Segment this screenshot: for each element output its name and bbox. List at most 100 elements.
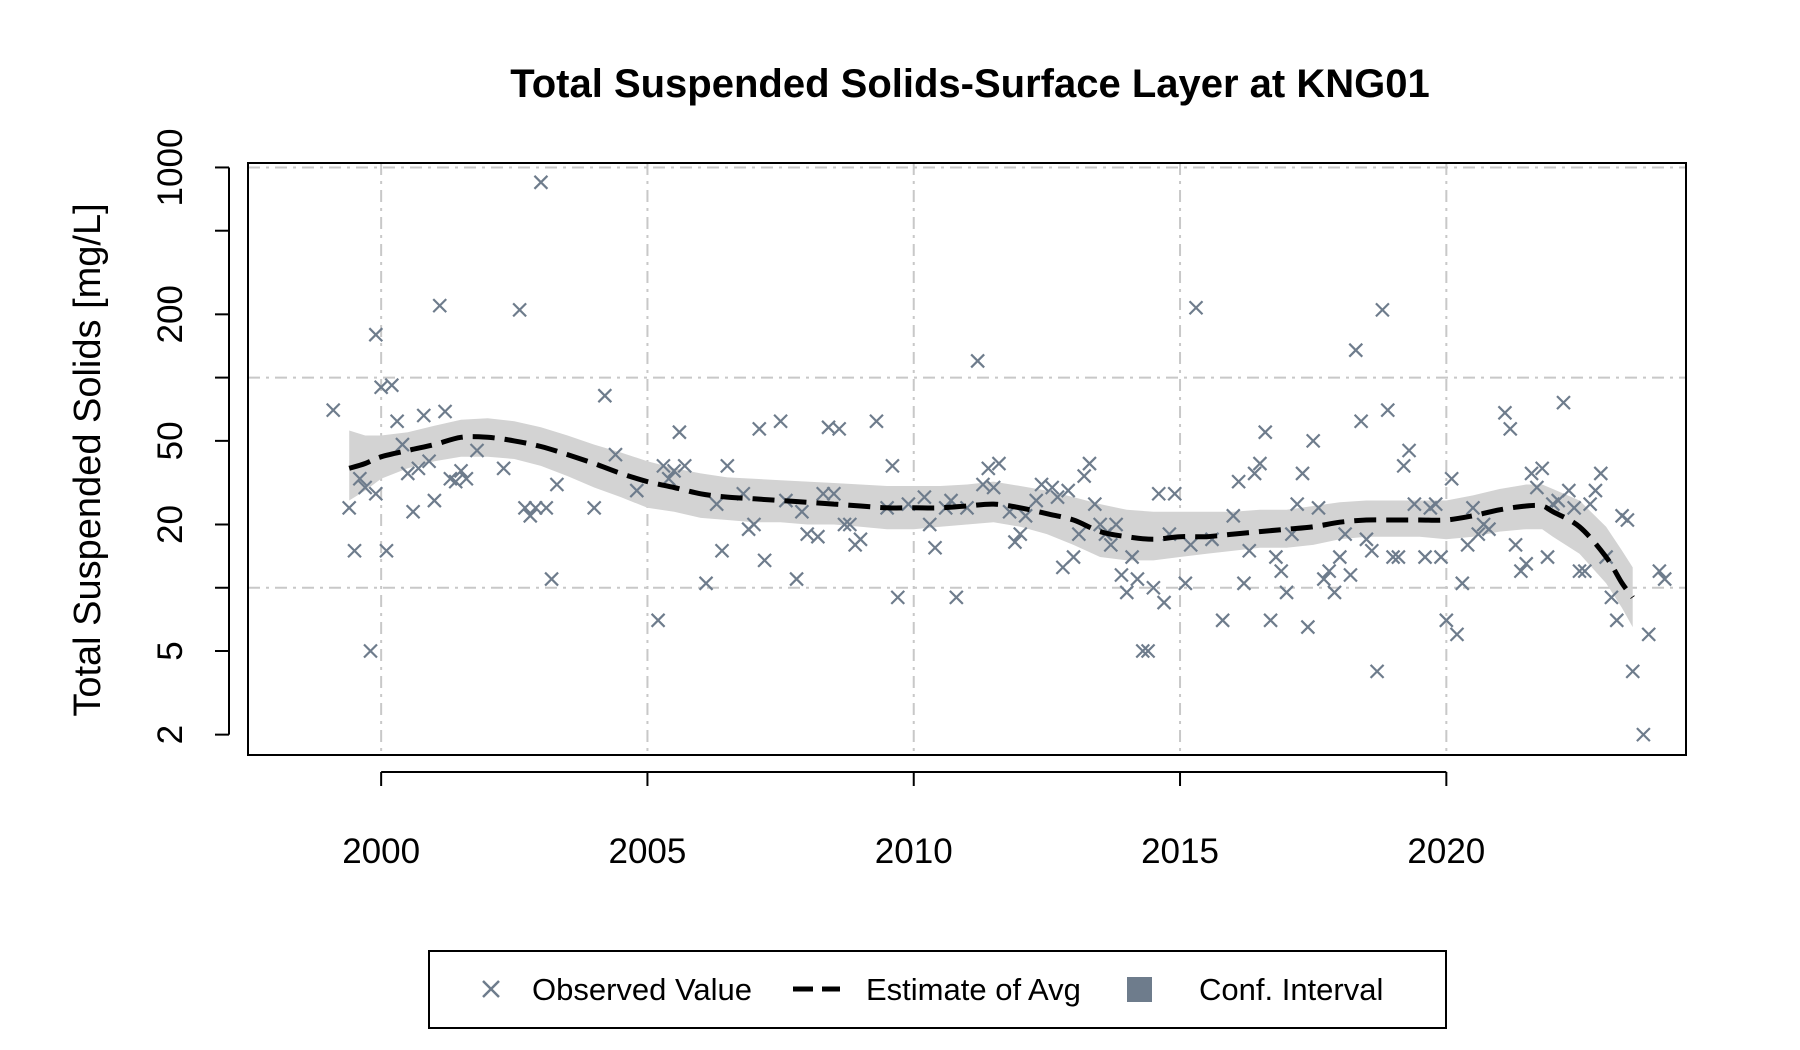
- observed-point: [1273, 563, 1289, 579]
- observed-point: [1252, 456, 1268, 471]
- observed-point: [831, 421, 847, 437]
- observed-point: [522, 508, 538, 524]
- observed-point: [799, 526, 815, 542]
- observed-point: [1300, 619, 1316, 635]
- observed-point-stroke: [1604, 590, 1619, 605]
- observed-point-stroke: [1327, 585, 1342, 600]
- observed-point-stroke: [720, 458, 735, 474]
- observed-point-stroke: [1130, 571, 1145, 587]
- observed-point-stroke: [650, 613, 666, 628]
- observed-point: [469, 443, 485, 458]
- observed-point-stroke: [1263, 613, 1278, 628]
- observed-point-stroke: [1497, 405, 1513, 421]
- x-tick-label: 2020: [1407, 832, 1485, 871]
- observed-point: [789, 571, 804, 587]
- observed-point-stroke: [1146, 580, 1161, 596]
- observed-point: [1018, 508, 1033, 524]
- observed-point-stroke: [826, 486, 842, 502]
- observed-point-stroke: [1311, 500, 1326, 516]
- observed-point: [1497, 405, 1513, 421]
- observed-point: [1471, 526, 1486, 542]
- observed-point: [1231, 474, 1246, 489]
- observed-point-stroke: [959, 500, 975, 516]
- observed-point: [416, 408, 432, 423]
- observed-point-stroke: [1140, 643, 1156, 659]
- observed-point: [917, 489, 932, 505]
- plot-frame: [247, 162, 1687, 756]
- observed-point-stroke: [363, 643, 378, 659]
- observed-point-stroke: [1226, 508, 1241, 524]
- observed-point-stroke: [949, 590, 964, 605]
- observed-point: [986, 480, 1001, 495]
- observed-point: [949, 590, 964, 605]
- observed-point: [379, 543, 394, 559]
- observed-point-stroke: [1577, 563, 1593, 579]
- observed-point-stroke: [1321, 563, 1337, 579]
- confidence-band-layer: [349, 418, 1633, 628]
- observed-point: [1337, 526, 1353, 542]
- observed-point-stroke: [1060, 483, 1076, 498]
- observed-point: [959, 500, 975, 516]
- observed-point-stroke: [1380, 402, 1396, 418]
- observed-point-stroke: [1556, 395, 1571, 410]
- observed-point-stroke: [1652, 563, 1667, 579]
- y-tick-label: 200: [151, 285, 190, 343]
- observed-point: [709, 496, 724, 512]
- observed-point-stroke: [810, 529, 826, 544]
- observed-point-stroke: [1433, 549, 1449, 565]
- observed-point-stroke: [443, 471, 458, 487]
- observed-point-stroke: [1391, 549, 1406, 565]
- observed-point-stroke: [421, 453, 437, 469]
- observed-point-stroke: [1657, 571, 1672, 587]
- observed-point-stroke: [1343, 567, 1358, 583]
- y-tick-label: 50: [151, 421, 190, 460]
- observed-point: [1130, 571, 1145, 587]
- observed-point: [842, 517, 858, 532]
- observed-point: [1481, 521, 1497, 537]
- observed-point-stroke: [837, 517, 852, 532]
- observed-point: [496, 461, 511, 476]
- observed-point-stroke: [890, 590, 906, 605]
- observed-point-stroke: [469, 443, 485, 458]
- observed-point-stroke: [1337, 526, 1353, 542]
- observed-point: [656, 458, 671, 474]
- observed-point-stroke: [1375, 302, 1390, 318]
- x-tick-label: 2010: [875, 832, 953, 871]
- observed-point: [405, 504, 421, 520]
- observed-point-stroke: [1305, 433, 1321, 449]
- observed-point: [810, 529, 826, 544]
- observed-point-stroke: [714, 543, 730, 559]
- observed-point-stroke: [1236, 576, 1252, 591]
- observed-point: [1076, 468, 1092, 484]
- observed-point-stroke: [1279, 585, 1294, 600]
- y-axis: 2 5 20 50 200 1000: [151, 129, 230, 744]
- observed-point-stroke: [1449, 627, 1465, 642]
- confidence-band: [349, 418, 1633, 628]
- observed-point-stroke: [347, 543, 362, 559]
- observed-point-stroke: [901, 496, 916, 512]
- observed-point: [1103, 537, 1119, 553]
- observed-point-stroke: [1502, 421, 1518, 437]
- observed-point: [411, 461, 426, 476]
- observed-point-stroke: [1114, 567, 1129, 583]
- observed-point-stroke: [1231, 474, 1246, 489]
- observed-point: [1556, 395, 1571, 410]
- observed-point-stroke: [1050, 489, 1065, 505]
- observed-point-stroke: [1593, 466, 1609, 481]
- observed-point: [1391, 549, 1406, 565]
- legend: Observed Value Estimate of Avg Conf. Int…: [428, 950, 1447, 1029]
- observed-point: [608, 447, 623, 462]
- observed-point: [1369, 664, 1385, 679]
- observed-point-stroke: [885, 458, 900, 474]
- observed-point-stroke: [1540, 549, 1555, 565]
- observed-point-stroke: [1353, 413, 1369, 429]
- observed-point-stroke: [1103, 537, 1119, 553]
- chart-title: Total Suspended Solids-Surface Layer at …: [510, 62, 1430, 106]
- observed-point-stroke: [752, 421, 767, 437]
- observed-point-stroke: [975, 477, 991, 492]
- legend-label-observed: Observed Value: [532, 972, 752, 1007]
- observed-point-stroke: [789, 571, 804, 587]
- observed-point: [1332, 549, 1348, 565]
- observed-points-layer: [325, 175, 1672, 742]
- observed-point: [1215, 613, 1230, 628]
